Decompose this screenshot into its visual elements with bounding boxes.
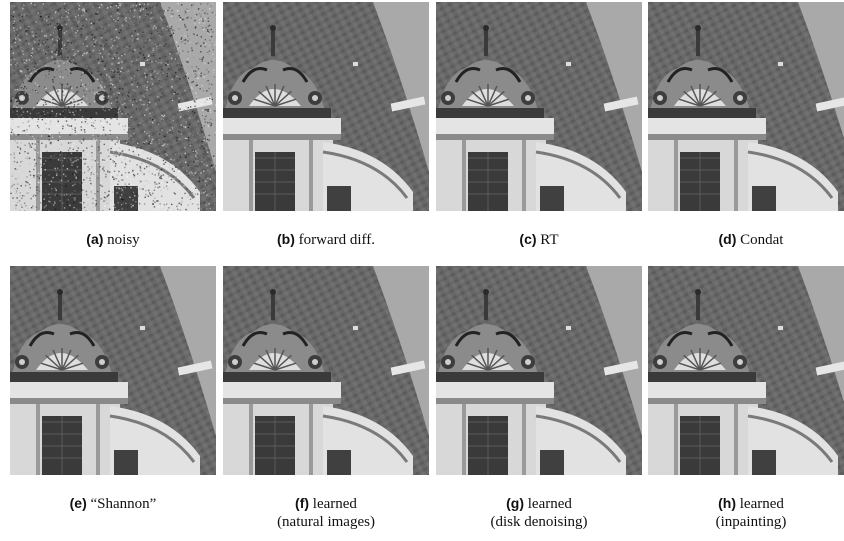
castle-image-forward-diff: [223, 2, 429, 211]
caption-c: (c) RT: [436, 230, 642, 249]
caption-g: (g) learned (disk denoising): [436, 494, 642, 531]
caption-a: (a) noisy: [10, 230, 216, 249]
castle-image-learned-disk: [436, 266, 642, 475]
caption-h: (h) learned (inpainting): [648, 494, 844, 531]
panel-image-a: [10, 2, 216, 211]
castle-image-learned-natural: [223, 266, 429, 475]
caption-b: (b) forward diff.: [223, 230, 429, 249]
caption-letter: (a): [86, 231, 104, 247]
panel-image-e: [10, 266, 216, 475]
castle-image-rt: [436, 2, 642, 211]
caption-e: (e) “Shannon”: [10, 494, 216, 513]
castle-image-noisy: [10, 2, 216, 211]
panel-image-g: [436, 266, 642, 475]
caption-subtext: (natural images): [277, 514, 375, 530]
castle-image-condat: [648, 2, 844, 211]
panel-image-b: [223, 2, 429, 211]
caption-text: noisy: [107, 232, 140, 248]
castle-image-shannon: [10, 266, 216, 475]
panel-image-h: [648, 266, 844, 475]
castle-image-learned-inpainting: [648, 266, 844, 475]
caption-subtext: (disk denoising): [490, 514, 588, 530]
panel-image-d: [648, 2, 844, 211]
caption-text: forward diff.: [298, 232, 375, 248]
caption-text: RT: [540, 232, 559, 248]
caption-text: learned: [739, 496, 784, 512]
caption-text: learned: [527, 496, 572, 512]
caption-text: learned: [312, 496, 357, 512]
caption-subtext: (inpainting): [715, 514, 787, 530]
caption-letter: (b): [276, 231, 295, 247]
caption-letter: (c): [519, 231, 537, 247]
caption-text: “Shannon”: [90, 496, 157, 512]
caption-letter: (e): [69, 495, 87, 511]
caption-letter: (f): [295, 495, 310, 511]
panel-image-c: [436, 2, 642, 211]
caption-f: (f) learned (natural images): [223, 494, 429, 531]
caption-letter: (h): [718, 495, 736, 511]
panel-image-f: [223, 266, 429, 475]
caption-letter: (d): [718, 231, 737, 247]
caption-letter: (g): [506, 495, 524, 511]
caption-text: Condat: [740, 232, 784, 248]
caption-d: (d) Condat: [648, 230, 844, 249]
